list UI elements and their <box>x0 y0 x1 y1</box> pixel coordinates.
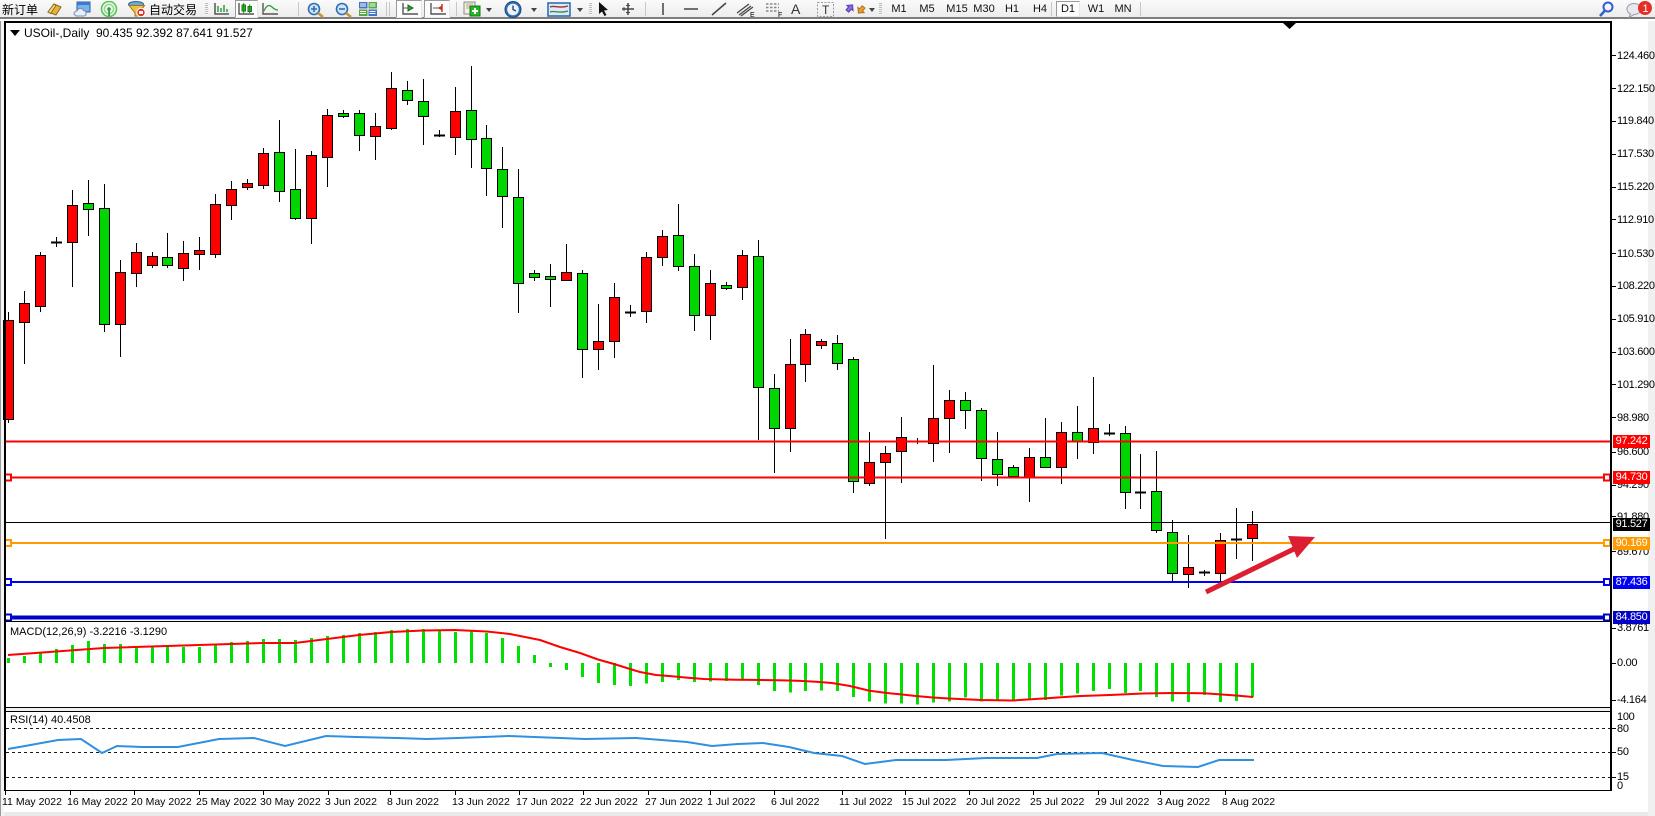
svg-text:E: E <box>750 12 755 18</box>
svg-text:F: F <box>778 12 782 18</box>
svg-text:T: T <box>822 3 830 17</box>
svg-text:1: 1 <box>1643 3 1649 15</box>
